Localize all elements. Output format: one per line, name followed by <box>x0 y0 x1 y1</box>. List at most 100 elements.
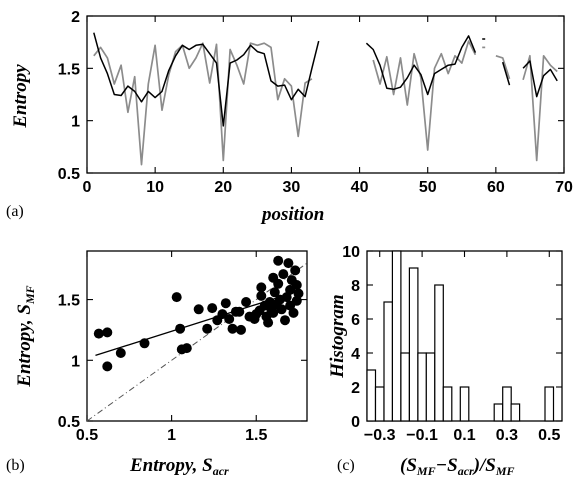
scatter-point <box>273 255 284 266</box>
histogram-bar <box>502 386 512 422</box>
scatter-point <box>291 280 302 290</box>
y-tick-label: 10 <box>342 244 360 261</box>
y-tick-label: 1 <box>71 353 80 370</box>
histogram-bar <box>425 352 436 422</box>
y-tick-label: 2 <box>351 380 360 397</box>
gray-series-line <box>93 42 313 166</box>
x-tick-label: −0.1 <box>406 427 438 444</box>
scatter-point <box>268 307 279 318</box>
scatter-point <box>236 324 246 335</box>
scatter-point <box>256 290 267 301</box>
scatter-point <box>278 269 289 280</box>
x-tick-label: 30 <box>283 179 301 196</box>
scatter-point <box>181 343 192 354</box>
y-tick-label: 0.5 <box>58 166 80 183</box>
scatter-point <box>115 348 126 358</box>
histogram-bar <box>366 369 377 422</box>
panel-b-lines <box>86 262 308 422</box>
panel-b: 0.5 1 1.5 0.5 1 1.5 Entropy, Sacr Entropy, SM… <box>6 250 308 478</box>
panel-b-ylabel: Entropy, SMF <box>14 285 37 387</box>
scatter-point <box>241 297 252 307</box>
black-series-line <box>93 32 320 127</box>
scatter-point <box>288 307 299 318</box>
scatter-point <box>175 323 186 334</box>
panel-c-ticks: −0.3 −0.1 0.1 0.3 0.5 0 2 4 6 8 10 <box>342 244 562 444</box>
scatter-point <box>171 292 182 303</box>
x-tick-label: 1.5 <box>245 427 267 444</box>
y-tick-label: 2 <box>71 9 80 26</box>
x-tick-label: 0.5 <box>76 427 98 444</box>
x-tick-label: 0 <box>83 179 92 196</box>
histogram-bar <box>383 301 394 422</box>
y-tick-label: 1.5 <box>58 293 80 310</box>
gray-series-line <box>495 54 511 80</box>
panel-a-ticks: 0 10 20 30 40 50 60 70 0.5 1 1.5 2 <box>58 9 573 196</box>
x-tick-label: 70 <box>555 179 573 196</box>
y-tick-label: 8 <box>351 278 360 295</box>
y-tick-label: 1 <box>71 114 80 131</box>
histogram-bar <box>459 386 470 422</box>
scatter-point <box>224 314 235 324</box>
y-tick-label: 1.5 <box>58 61 80 78</box>
scatter-point <box>269 287 280 298</box>
histogram-bar <box>493 403 504 422</box>
scatter-point <box>207 303 218 314</box>
x-tick-label: 10 <box>146 179 164 196</box>
scatter-point <box>283 258 294 269</box>
scatter-point <box>202 323 213 334</box>
panel-a-xlabel: position <box>260 204 324 225</box>
scatter-point <box>273 278 284 289</box>
x-tick-label: 60 <box>487 179 505 196</box>
histogram-bar <box>510 403 521 422</box>
x-tick-label: 20 <box>214 179 232 196</box>
panel-a-frame <box>86 15 565 174</box>
scatter-point <box>193 304 204 315</box>
panel-label-a: (a) <box>6 203 24 220</box>
y-tick-label: 0 <box>351 414 360 431</box>
panel-b-points <box>93 255 304 372</box>
panel-label-b: (b) <box>6 457 25 474</box>
panel-a: 0 10 20 30 40 50 60 70 0.5 1 1.5 2 position Entropy… <box>6 9 573 225</box>
x-tick-label: 40 <box>351 179 369 196</box>
panel-c-ylabel: Histogram <box>327 294 348 378</box>
x-tick-label: 50 <box>419 179 437 196</box>
histogram-bar <box>417 352 427 422</box>
scatter-point <box>102 361 113 372</box>
y-tick-label: 0.5 <box>58 414 80 431</box>
scatter-point <box>256 282 267 293</box>
black-series-line <box>365 35 477 96</box>
histogram-bar <box>544 386 555 422</box>
histogram-bar <box>408 267 419 422</box>
black-series-line <box>501 61 511 86</box>
scatter-point <box>227 323 238 334</box>
scatter-point <box>102 327 113 338</box>
x-tick-label: 1 <box>167 427 176 444</box>
histogram-bar <box>442 386 453 422</box>
panel-c-bars <box>366 250 555 422</box>
scatter-point <box>263 317 274 328</box>
histogram-bar <box>434 284 444 422</box>
histogram-bar <box>374 386 385 422</box>
histogram-bar <box>400 352 410 422</box>
panel-c-xlabel: (SMF−Sacr)/SMF <box>400 455 515 478</box>
x-tick-label: 0.3 <box>496 427 518 444</box>
scatter-point <box>293 288 304 299</box>
x-tick-label: −0.3 <box>364 427 396 444</box>
diagonal-reference-line <box>86 262 308 422</box>
scatter-point <box>234 306 245 317</box>
panel-a-series <box>93 32 558 166</box>
gray-series-line <box>522 54 558 162</box>
panel-b-ticks: 0.5 1 1.5 0.5 1 1.5 <box>58 251 307 444</box>
x-tick-label: 0.5 <box>538 427 560 444</box>
scatter-point <box>93 328 104 339</box>
scatter-point <box>220 298 231 309</box>
y-tick-label: 6 <box>351 312 360 329</box>
panel-b-frame <box>86 250 308 422</box>
panel-b-xlabel: Entropy, Sacr <box>129 455 229 478</box>
histogram-bar <box>391 250 402 422</box>
y-tick-label: 4 <box>351 346 360 363</box>
scatter-point <box>276 304 287 315</box>
panel-a-ylabel: Entropy <box>10 64 31 129</box>
